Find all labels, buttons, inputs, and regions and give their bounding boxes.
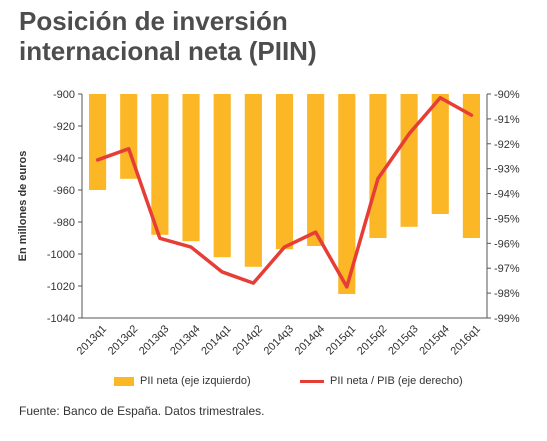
y-tick-label: -920 [53,121,75,133]
x-tick-label: 2013q3 [137,323,171,357]
y-tick-label: -980 [53,217,75,229]
x-tick-label: 2014q2 [230,323,264,357]
y2-tick-label: -90% [494,89,520,101]
legend-swatch-bars [114,376,134,386]
bar [244,94,262,267]
chart-title-line1: Posición de inversión [19,6,288,36]
x-tick-label: 2015q1 [324,323,358,357]
y-tick-label: -1000 [47,249,75,261]
x-tick-label: 2013q1 [75,323,109,357]
x-tick-label: 2014q4 [293,323,327,357]
x-tick-label: 2015q4 [417,323,451,357]
y2-tick-label: -98% [494,288,520,300]
bar [462,94,480,238]
ratio-line [95,95,474,289]
bar [431,94,449,214]
bar [151,94,169,235]
y2-tick-label: -91% [494,114,520,126]
x-tick-label: 2013q4 [168,323,202,357]
legend-item-line: PII neta / PIB (eje derecho) [300,375,463,387]
source-note: Fuente: Banco de España. Datos trimestra… [19,404,265,418]
chart-title: Posición de inversión internacional neta… [19,6,317,66]
x-tick-label: 2015q2 [355,323,389,357]
x-tick-label: 2014q3 [262,323,296,357]
y-tick-label: -1020 [47,281,75,293]
bar [213,94,231,258]
y2-tick-label: -92% [494,139,520,151]
legend-label-bars: PII neta (eje izquierdo) [140,375,251,387]
y-tick-label: -900 [53,89,75,101]
y2-tick-label: -97% [494,263,520,275]
y-tick-label: -960 [53,185,75,197]
bar [400,94,418,227]
bar [275,94,294,250]
x-tick-label: 2014q1 [199,323,233,357]
x-tick-label: 2016q1 [449,323,483,357]
bar [89,94,107,190]
bar [369,94,387,238]
y2-tick-label: -96% [494,238,520,250]
legend-item-bars: PII neta (eje izquierdo) [114,375,251,387]
bar [338,94,356,294]
chart-area: -900 -920 -940 -960 -980 -1000 -1020 -1040 -90% -… [47,89,520,358]
y2-tick-label: -95% [494,213,520,225]
y-tick-label: -940 [53,153,75,165]
y-tick-label: -1040 [47,313,75,325]
chart-title-line2: internacional neta (PIIN) [19,36,317,66]
y2-tick-label: -93% [494,164,520,176]
x-tick-label: 2013q2 [106,323,140,357]
bar [307,94,325,246]
legend-swatch-line [300,379,324,383]
x-tick-label: 2015q3 [386,323,420,357]
y2-tick-label: -99% [494,313,520,325]
bar [182,94,200,242]
legend-label-line: PII neta / PIB (eje derecho) [330,375,463,387]
y2-tick-label: -94% [494,189,520,201]
